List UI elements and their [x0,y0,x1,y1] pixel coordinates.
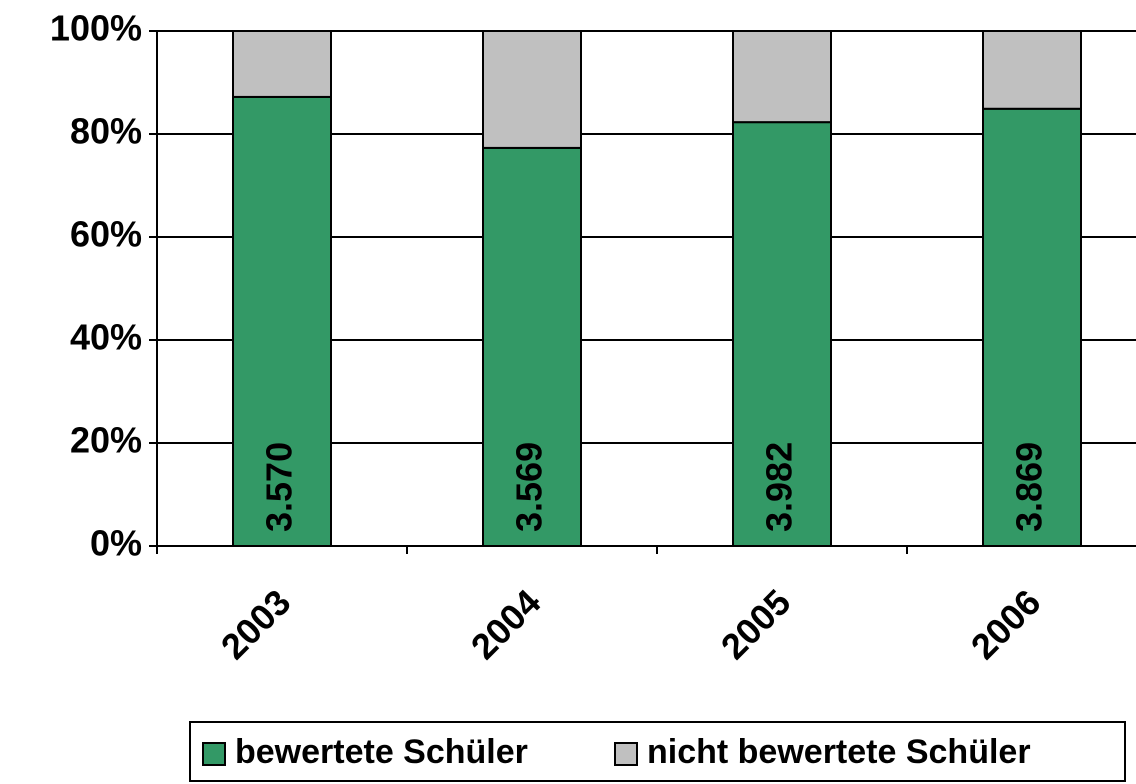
legend-swatch [202,742,226,766]
bar-segment [982,30,1082,110]
bar-segment [482,30,582,149]
x-tick-label: 2003 [213,581,299,667]
y-tick-label: 100% [50,8,142,49]
legend-box [189,721,1126,782]
x-tick-label: 2004 [463,581,549,667]
y-tick-label: 0% [90,523,142,564]
y-tick-label: 80% [70,111,142,152]
x-tick-label: 2005 [713,581,799,667]
bar-label: 3.982 [759,442,800,532]
y-tick-label: 40% [70,317,142,358]
y-tick-label: 60% [70,214,142,255]
legend-label: bewertete Schüler [235,733,528,771]
bar-label: 3.869 [1009,442,1050,532]
bar-segment [232,30,332,98]
bar-label: 3.570 [259,442,300,532]
legend-swatch [614,742,638,766]
bar-segment [982,107,1082,547]
bar-segment [732,30,832,124]
legend-label: nicht bewertete Schüler [647,733,1031,771]
bar-label: 3.569 [509,442,550,532]
x-tick-label: 2006 [963,581,1049,667]
y-tick-label: 20% [70,420,142,461]
